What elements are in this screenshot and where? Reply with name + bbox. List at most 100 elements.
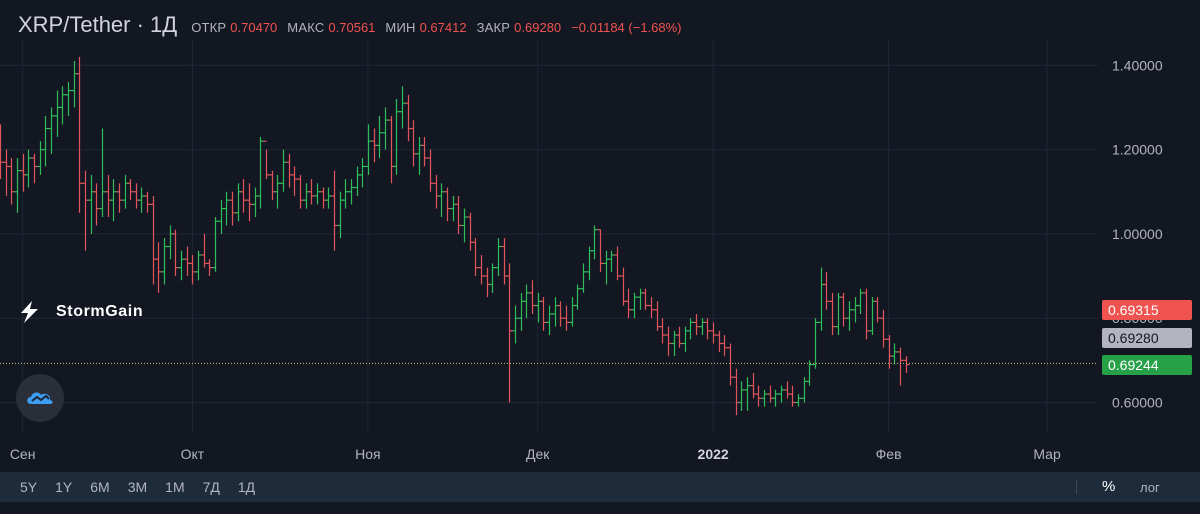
ohlc-bar bbox=[857, 288, 864, 314]
ohlc-bar bbox=[37, 141, 44, 175]
ohlc-bar bbox=[546, 305, 553, 336]
period-button-3m[interactable]: 3M bbox=[127, 479, 148, 495]
ohlc-bar bbox=[206, 259, 213, 277]
ohlc-bar bbox=[812, 318, 819, 369]
y-tick-label: 1.00000 bbox=[1112, 226, 1163, 242]
period-button-1y[interactable]: 1Y bbox=[55, 479, 73, 495]
ohlc-bar bbox=[744, 377, 751, 411]
ohlc-bar bbox=[687, 318, 694, 340]
log-scale-toggle[interactable]: лог bbox=[1140, 480, 1160, 495]
ohlc-bar bbox=[337, 191, 344, 239]
ohlc-bar bbox=[195, 250, 202, 281]
x-tick-label: Фев bbox=[876, 446, 902, 462]
ohlc-bar bbox=[620, 267, 627, 306]
ohlc-bar bbox=[693, 313, 700, 336]
ohlc-bar bbox=[455, 195, 462, 234]
period-button-1d[interactable]: 1Д bbox=[237, 479, 256, 495]
ohlc-bar bbox=[416, 136, 423, 175]
ohlc-bar bbox=[710, 322, 717, 344]
ohlc-bar bbox=[223, 191, 230, 226]
ohlc-bar bbox=[382, 107, 389, 150]
ohlc-bar bbox=[76, 56, 83, 213]
ohlc-bar bbox=[399, 86, 406, 129]
chart-area[interactable]: 1.400001.200001.000000.800000.60000СенОк… bbox=[0, 0, 1200, 470]
ohlc-bar bbox=[167, 225, 174, 260]
ohlc-bar bbox=[552, 297, 559, 327]
ohlc-bar bbox=[331, 170, 338, 251]
ohlc-bar bbox=[699, 318, 706, 336]
ohlc-bar bbox=[155, 242, 162, 293]
ohlc-bar bbox=[608, 250, 615, 272]
ohlc-bar bbox=[8, 158, 15, 205]
ohlc-bar bbox=[116, 183, 123, 213]
ohlc-bar bbox=[444, 187, 451, 222]
x-tick-label: Дек bbox=[526, 446, 550, 462]
ohlc-bar bbox=[269, 170, 276, 201]
ohlc-bar bbox=[438, 183, 445, 218]
ohlc-bar bbox=[461, 208, 468, 243]
ohlc-bar bbox=[495, 238, 502, 277]
ohlc-bar bbox=[721, 335, 728, 357]
ohlc-bar bbox=[574, 284, 581, 310]
ohlc-bar bbox=[716, 330, 723, 352]
ohlc-bar bbox=[359, 158, 366, 188]
ohlc-bar bbox=[308, 179, 315, 205]
ohlc-bar bbox=[133, 183, 140, 209]
ohlc-bar bbox=[172, 229, 179, 277]
ohlc-bar bbox=[42, 115, 49, 167]
y-tick-label: 1.40000 bbox=[1112, 57, 1163, 73]
ohlc-bar bbox=[246, 183, 253, 222]
ohlc-bar bbox=[637, 288, 644, 310]
close-value: 0.69280 bbox=[514, 20, 562, 35]
ohlc-bar bbox=[840, 292, 847, 327]
ohlc-bar bbox=[291, 166, 298, 196]
high-value: 0.70561 bbox=[328, 20, 376, 35]
ohlc-bar bbox=[263, 140, 270, 180]
ohlc-bar bbox=[897, 347, 904, 386]
ohlc-bar bbox=[586, 246, 593, 281]
ohlc-bar bbox=[518, 292, 525, 331]
ohlc-bar bbox=[229, 191, 236, 226]
cloud-chart-icon bbox=[27, 392, 53, 404]
ohlc-bar bbox=[903, 356, 910, 373]
ohlc-bar bbox=[512, 305, 519, 344]
ohlc-bar bbox=[274, 174, 281, 209]
y-tick-label: 1.20000 bbox=[1112, 142, 1163, 158]
ohlc-bar bbox=[755, 385, 762, 407]
ohlc-bar bbox=[150, 195, 157, 285]
ohlc-bar bbox=[31, 153, 38, 184]
ohlc-bar bbox=[365, 124, 372, 175]
ohlc-bar bbox=[563, 305, 570, 331]
ohlc-bar bbox=[88, 174, 95, 234]
ohlc-bar bbox=[286, 153, 293, 188]
ohlc-bar bbox=[869, 297, 876, 336]
ohlc-bar bbox=[212, 217, 219, 272]
ohlc-bar bbox=[580, 263, 587, 293]
period-button-7d[interactable]: 7Д bbox=[202, 479, 220, 495]
ohlc-bar bbox=[874, 297, 881, 323]
ohlc-bar bbox=[540, 297, 547, 331]
period-button-6m[interactable]: 6M bbox=[90, 479, 110, 495]
ohlc-chart[interactable]: 1.400001.200001.000000.800000.60000СенОк… bbox=[0, 0, 1200, 470]
tradingview-logo-icon[interactable] bbox=[16, 374, 64, 422]
period-button-5y[interactable]: 5Y bbox=[20, 479, 38, 495]
watermark-text: StormGain bbox=[56, 303, 144, 320]
symbol-title: XRP/Tether · 1Д bbox=[18, 12, 178, 37]
ohlc-bar bbox=[795, 394, 802, 407]
ohlc-bar bbox=[235, 183, 242, 222]
y-tick-label: 0.60000 bbox=[1112, 394, 1163, 410]
price-tag-low: 0.69244 bbox=[1102, 355, 1192, 375]
period-button-1m[interactable]: 1M bbox=[165, 479, 185, 495]
ohlc-bar bbox=[314, 183, 321, 205]
low-value: 0.67412 bbox=[419, 20, 467, 35]
ohlc-bar bbox=[393, 99, 400, 175]
ohlc-bar bbox=[48, 107, 55, 154]
ohlc-bar bbox=[320, 187, 327, 209]
ohlc-bar bbox=[178, 250, 185, 281]
ohlc-bar bbox=[478, 254, 485, 285]
ohlc-bar bbox=[880, 309, 887, 348]
percent-scale-toggle[interactable]: % bbox=[1102, 478, 1116, 495]
ohlc-bar bbox=[772, 389, 779, 407]
close-label: ЗАКР bbox=[476, 20, 511, 35]
ohlc-bar bbox=[603, 250, 610, 285]
